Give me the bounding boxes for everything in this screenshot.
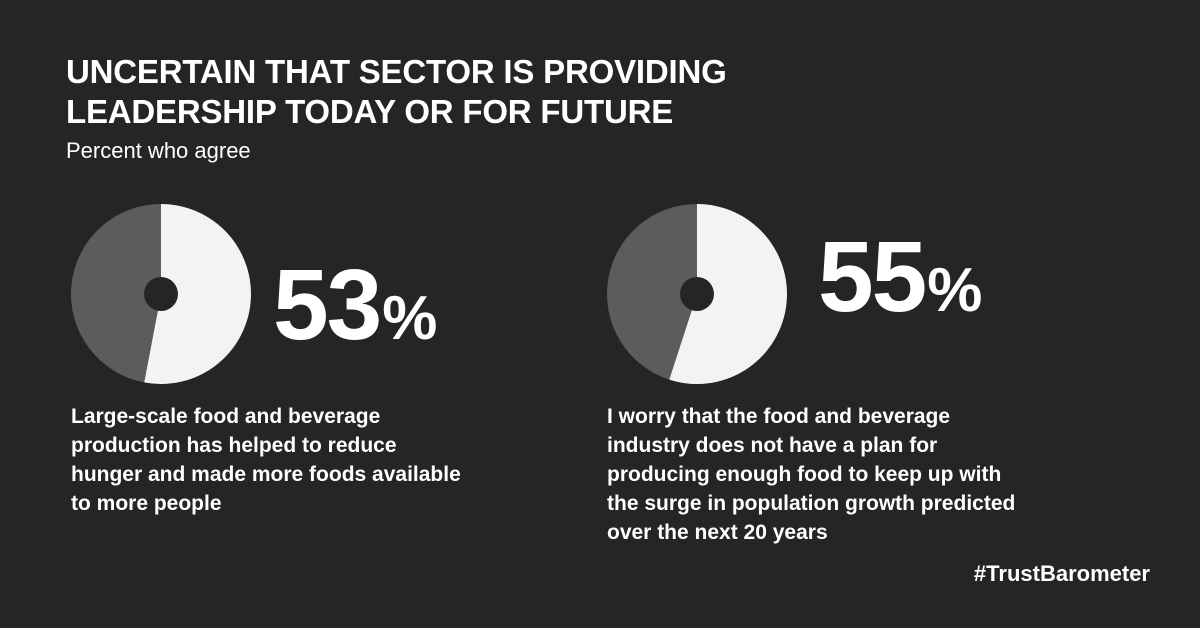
hashtag: #TrustBarometer xyxy=(973,561,1150,586)
description-2: I worry that the food and beverage indus… xyxy=(607,405,1016,544)
donut-hole-2 xyxy=(680,277,714,311)
chart-title-line-1: UNCERTAIN THAT SECTOR IS PROVIDING xyxy=(66,53,727,90)
percent-number-1: 53 xyxy=(273,249,382,361)
percent-value-1: 53% xyxy=(273,255,437,355)
slice-agree-2 xyxy=(669,204,787,384)
chart-title: UNCERTAIN THAT SECTOR IS PROVIDING LEADE… xyxy=(66,52,866,132)
percent-sign-1: % xyxy=(382,284,438,353)
donut-chart-1-svg xyxy=(71,204,251,384)
donut-chart-1 xyxy=(71,204,251,384)
slice-agree-1 xyxy=(144,204,251,384)
percent-sign-2: % xyxy=(927,256,983,325)
description-1: Large-scale food and beverage production… xyxy=(71,405,461,515)
chart-title-line-2: LEADERSHIP TODAY OR FOR FUTURE xyxy=(66,93,674,130)
percent-number-2: 55 xyxy=(818,221,927,333)
donut-chart-2 xyxy=(607,204,787,384)
slice-rest-2 xyxy=(607,204,697,380)
slice-rest-1 xyxy=(71,204,161,383)
chart-subtitle: Percent who agree xyxy=(66,138,251,163)
donut-hole-1 xyxy=(144,277,178,311)
percent-value-2: 55% xyxy=(818,227,982,327)
donut-chart-2-svg xyxy=(607,204,787,384)
